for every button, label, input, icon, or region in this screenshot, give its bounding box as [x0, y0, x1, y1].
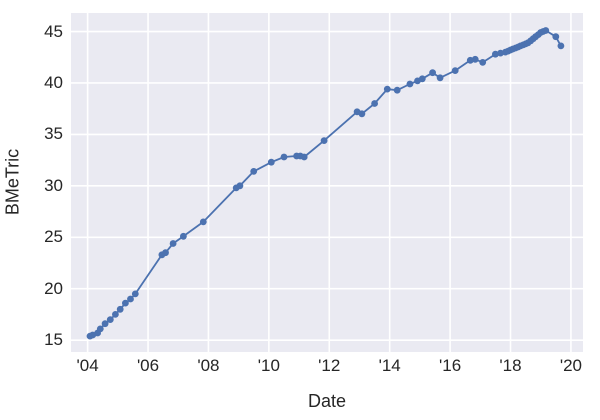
data-point-marker [320, 137, 328, 144]
data-point-marker [250, 168, 258, 175]
y-tick-label: 20 [44, 278, 63, 298]
x-tick-label: '08 [197, 356, 220, 375]
data-point-marker [267, 158, 275, 166]
y-tick-label: 35 [44, 124, 63, 144]
x-tick-label: '14 [378, 356, 401, 375]
data-point-marker [112, 311, 119, 318]
data-point-marker [199, 218, 207, 226]
x-tick-label: '04 [76, 356, 99, 375]
x-tick-label: '10 [257, 356, 280, 375]
y-tick-label: 25 [44, 227, 63, 247]
data-point-marker [383, 85, 391, 93]
data-point-marker [552, 33, 560, 41]
data-point-marker [300, 153, 308, 161]
y-tick-label: 15 [44, 330, 63, 350]
data-point-marker [96, 325, 104, 333]
data-point-marker [471, 55, 479, 63]
data-point-marker [127, 295, 134, 303]
data-point-marker [492, 50, 499, 58]
plot-area [71, 13, 583, 352]
data-point-marker [162, 249, 169, 257]
data-point-marker [418, 75, 426, 83]
data-point-marker [479, 59, 487, 66]
data-point-marker [429, 69, 436, 77]
x-axis-label: Date [307, 391, 347, 411]
data-point-marker [393, 86, 401, 94]
plot-background [71, 13, 583, 352]
x-tick-label: '06 [136, 356, 160, 375]
data-point-marker [371, 100, 378, 107]
data-point-marker [122, 299, 129, 307]
x-tick-label: '18 [499, 356, 522, 375]
data-point-marker [101, 320, 109, 328]
data-point-marker [451, 67, 459, 74]
data-point-marker [557, 42, 565, 50]
data-point-marker [116, 305, 124, 313]
data-point-marker [542, 27, 550, 34]
data-point-marker [169, 240, 177, 247]
data-point-marker [280, 153, 288, 161]
x-tick-label: '12 [318, 356, 341, 375]
data-point-marker [180, 232, 187, 240]
data-point-marker [406, 80, 414, 88]
x-tick-label: '16 [439, 356, 462, 375]
line-chart-canvas [71, 13, 583, 352]
data-point-marker [236, 182, 244, 190]
data-point-marker [358, 110, 366, 118]
y-tick-label: 40 [44, 72, 63, 92]
data-point-marker [106, 316, 114, 323]
data-point-marker [131, 290, 139, 298]
x-tick-label: '20 [559, 356, 582, 375]
y-tick-label: 45 [44, 21, 63, 41]
y-tick-label: 30 [44, 175, 63, 195]
data-point-marker [436, 74, 444, 82]
